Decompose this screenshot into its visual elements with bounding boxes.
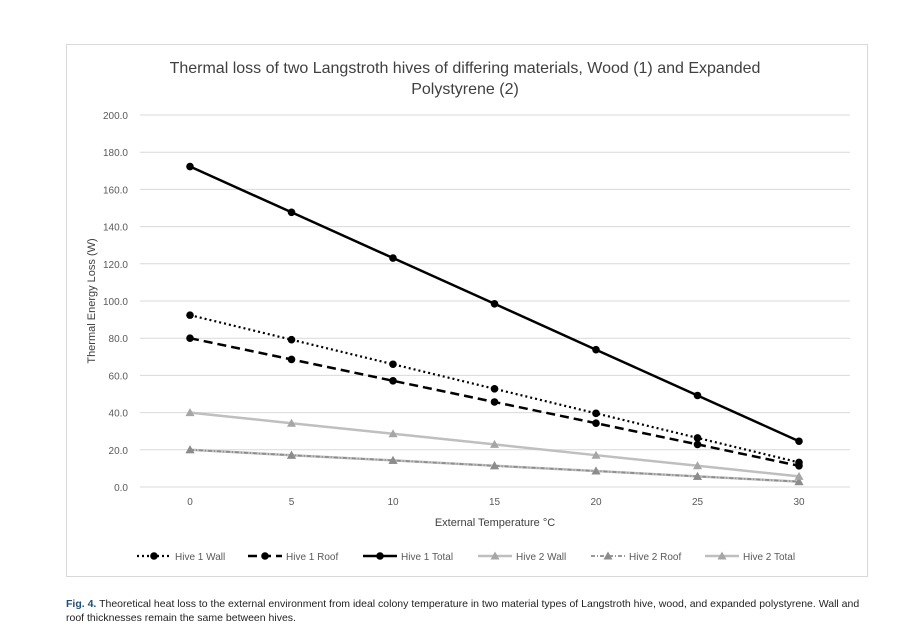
data-point	[389, 376, 397, 385]
y-axis-label: Thermal Energy Loss (W)	[86, 238, 98, 363]
y-tick-label: 120.0	[103, 260, 128, 271]
chart-title: Thermal loss of two Langstroth hives of …	[170, 60, 761, 77]
data-point	[490, 439, 499, 448]
data-point	[490, 461, 499, 470]
data-point	[388, 429, 398, 438]
data-point	[592, 409, 600, 418]
data-point	[592, 345, 600, 354]
y-tick-label: 40.0	[109, 409, 129, 420]
x-tick-label: 30	[793, 497, 805, 508]
legend-marker	[376, 552, 384, 560]
data-point	[287, 355, 296, 364]
legend-label: Hive 1 Total	[401, 552, 453, 563]
x-tick-label: 15	[489, 497, 501, 508]
y-tick-label: 60.0	[109, 371, 129, 382]
legend-marker	[603, 551, 613, 560]
data-point	[490, 398, 499, 406]
data-point	[693, 471, 702, 480]
data-point	[185, 408, 195, 417]
data-point	[794, 471, 804, 480]
y-tick-label: 180.0	[103, 148, 128, 159]
x-axis-label: External Temperature °C	[435, 517, 555, 529]
x-tick-label: 25	[692, 497, 704, 508]
data-point	[186, 311, 194, 319]
x-tick-label: 0	[187, 497, 193, 508]
data-point	[389, 254, 397, 262]
y-tick-label: 140.0	[103, 223, 128, 234]
data-point	[389, 360, 397, 369]
data-point	[794, 477, 804, 486]
data-point	[591, 466, 601, 475]
data-point	[186, 334, 194, 343]
caption-label: Fig. 4.	[66, 598, 97, 610]
legend-marker	[261, 552, 269, 560]
data-point	[186, 162, 194, 171]
x-tick-label: 5	[289, 497, 295, 508]
legend-label: Hive 2 Roof	[629, 552, 681, 563]
data-point	[490, 299, 499, 308]
y-tick-label: 20.0	[109, 446, 129, 457]
x-tick-label: 10	[387, 497, 399, 508]
data-point	[693, 440, 702, 449]
legend-label: Hive 1 Roof	[286, 552, 338, 563]
y-tick-label: 100.0	[103, 297, 128, 308]
data-point	[795, 461, 803, 470]
caption-text: Theoretical heat loss to the external en…	[66, 598, 860, 624]
y-tick-label: 200.0	[103, 111, 128, 122]
data-point	[287, 335, 296, 344]
legend-label: Hive 2 Wall	[516, 552, 566, 563]
data-point	[287, 208, 296, 217]
data-point	[693, 391, 702, 400]
data-point	[795, 437, 803, 446]
data-point	[185, 445, 195, 454]
legend-marker	[717, 551, 727, 560]
data-point	[591, 450, 601, 459]
chart-frame	[66, 44, 868, 577]
data-point	[693, 461, 702, 470]
x-tick-label: 20	[590, 497, 602, 508]
legend-label: Hive 1 Wall	[175, 552, 225, 563]
legend-marker	[150, 552, 158, 560]
data-point	[592, 419, 600, 428]
data-point	[490, 384, 499, 393]
y-tick-label: 80.0	[109, 334, 129, 345]
data-point	[287, 450, 296, 459]
chart-title: Polystyrene (2)	[411, 81, 519, 98]
figure-caption: Fig. 4. Theoretical heat loss to the ext…	[66, 597, 876, 625]
legend-label: Hive 2 Total	[743, 552, 795, 563]
legend-marker	[490, 551, 500, 560]
data-point	[287, 418, 296, 427]
data-point	[693, 434, 702, 442]
y-tick-label: 160.0	[103, 185, 128, 196]
y-tick-label: 0.0	[114, 483, 128, 494]
data-point	[388, 455, 398, 464]
